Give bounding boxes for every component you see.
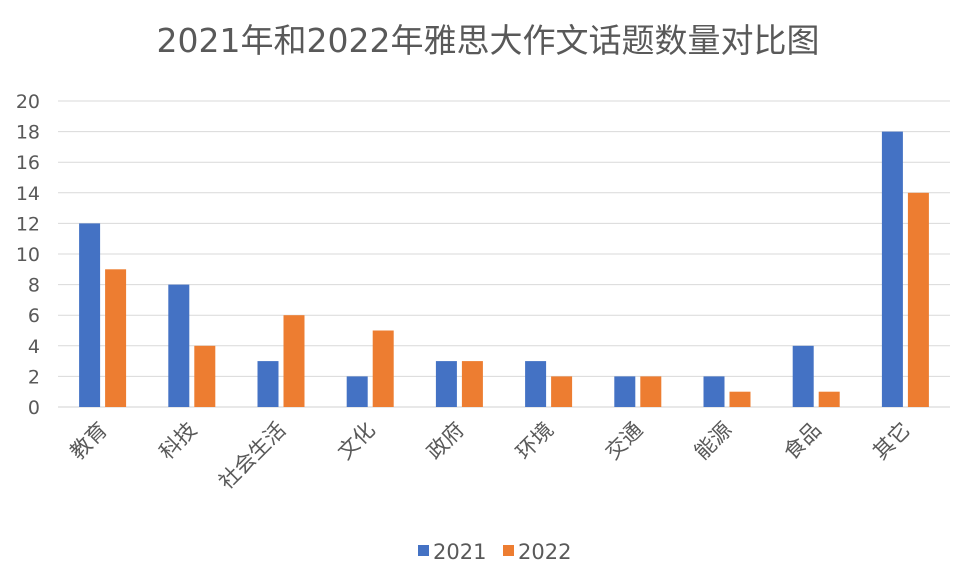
legend-label-2022: 2022 [518, 540, 571, 564]
bar-2021-7 [703, 376, 725, 407]
bar-2021-0 [79, 223, 101, 407]
bar-2021-9 [881, 131, 903, 407]
chart-title: 2021年和2022年雅思大作文话题数量对比图 [156, 21, 820, 60]
bar-2022-4 [461, 361, 483, 407]
x-category-label: 其它 [868, 418, 915, 465]
x-axis-labels: 教育 科技 社会生活 文化 政府 环境 交通 能源 食品 其它 [65, 418, 914, 494]
x-category-label: 能源 [690, 418, 737, 465]
x-category-label: 政府 [422, 418, 469, 465]
y-tick-label: 16 [16, 152, 40, 174]
bars [79, 131, 929, 407]
bar-2021-1 [168, 284, 190, 407]
y-tick-label: 20 [16, 91, 40, 113]
bar-2022-2 [283, 315, 305, 407]
legend: 2021 2022 [418, 540, 571, 564]
bar-2021-2 [257, 361, 279, 407]
gridlines [58, 100, 950, 408]
x-category-label: 食品 [779, 418, 826, 465]
bar-2021-5 [525, 361, 547, 407]
legend-swatch-2021 [418, 545, 429, 556]
bar-2022-1 [194, 345, 216, 407]
bar-2022-3 [372, 330, 394, 407]
x-category-label: 文化 [333, 418, 380, 465]
y-tick-label: 2 [28, 366, 40, 388]
y-tick-label: 4 [28, 336, 40, 358]
x-category-label: 教育 [65, 418, 112, 465]
bar-2022-0 [105, 269, 127, 407]
y-tick-label: 0 [28, 397, 40, 419]
bar-2022-5 [551, 376, 573, 407]
y-tick-label: 10 [16, 244, 40, 266]
bar-2022-8 [818, 391, 840, 407]
legend-label-2021: 2021 [433, 540, 486, 564]
y-tick-label: 6 [28, 305, 40, 327]
y-tick-label: 12 [16, 213, 40, 235]
y-axis-ticks: 0 2 4 6 8 10 12 14 16 18 20 [16, 91, 40, 419]
bar-2021-8 [792, 345, 814, 407]
bar-2022-9 [907, 192, 929, 407]
bar-2022-7 [729, 391, 751, 407]
y-tick-label: 8 [28, 275, 40, 297]
bar-2021-6 [614, 376, 636, 407]
bar-2021-4 [435, 361, 457, 407]
y-tick-label: 18 [16, 122, 40, 144]
x-category-label: 社会生活 [214, 418, 290, 494]
bar-2021-3 [346, 376, 368, 407]
bar-2022-6 [640, 376, 662, 407]
x-category-label: 环境 [511, 418, 558, 465]
x-category-label: 科技 [155, 418, 202, 465]
y-tick-label: 14 [16, 183, 40, 205]
legend-swatch-2022 [503, 545, 514, 556]
x-category-label: 交通 [601, 418, 648, 465]
